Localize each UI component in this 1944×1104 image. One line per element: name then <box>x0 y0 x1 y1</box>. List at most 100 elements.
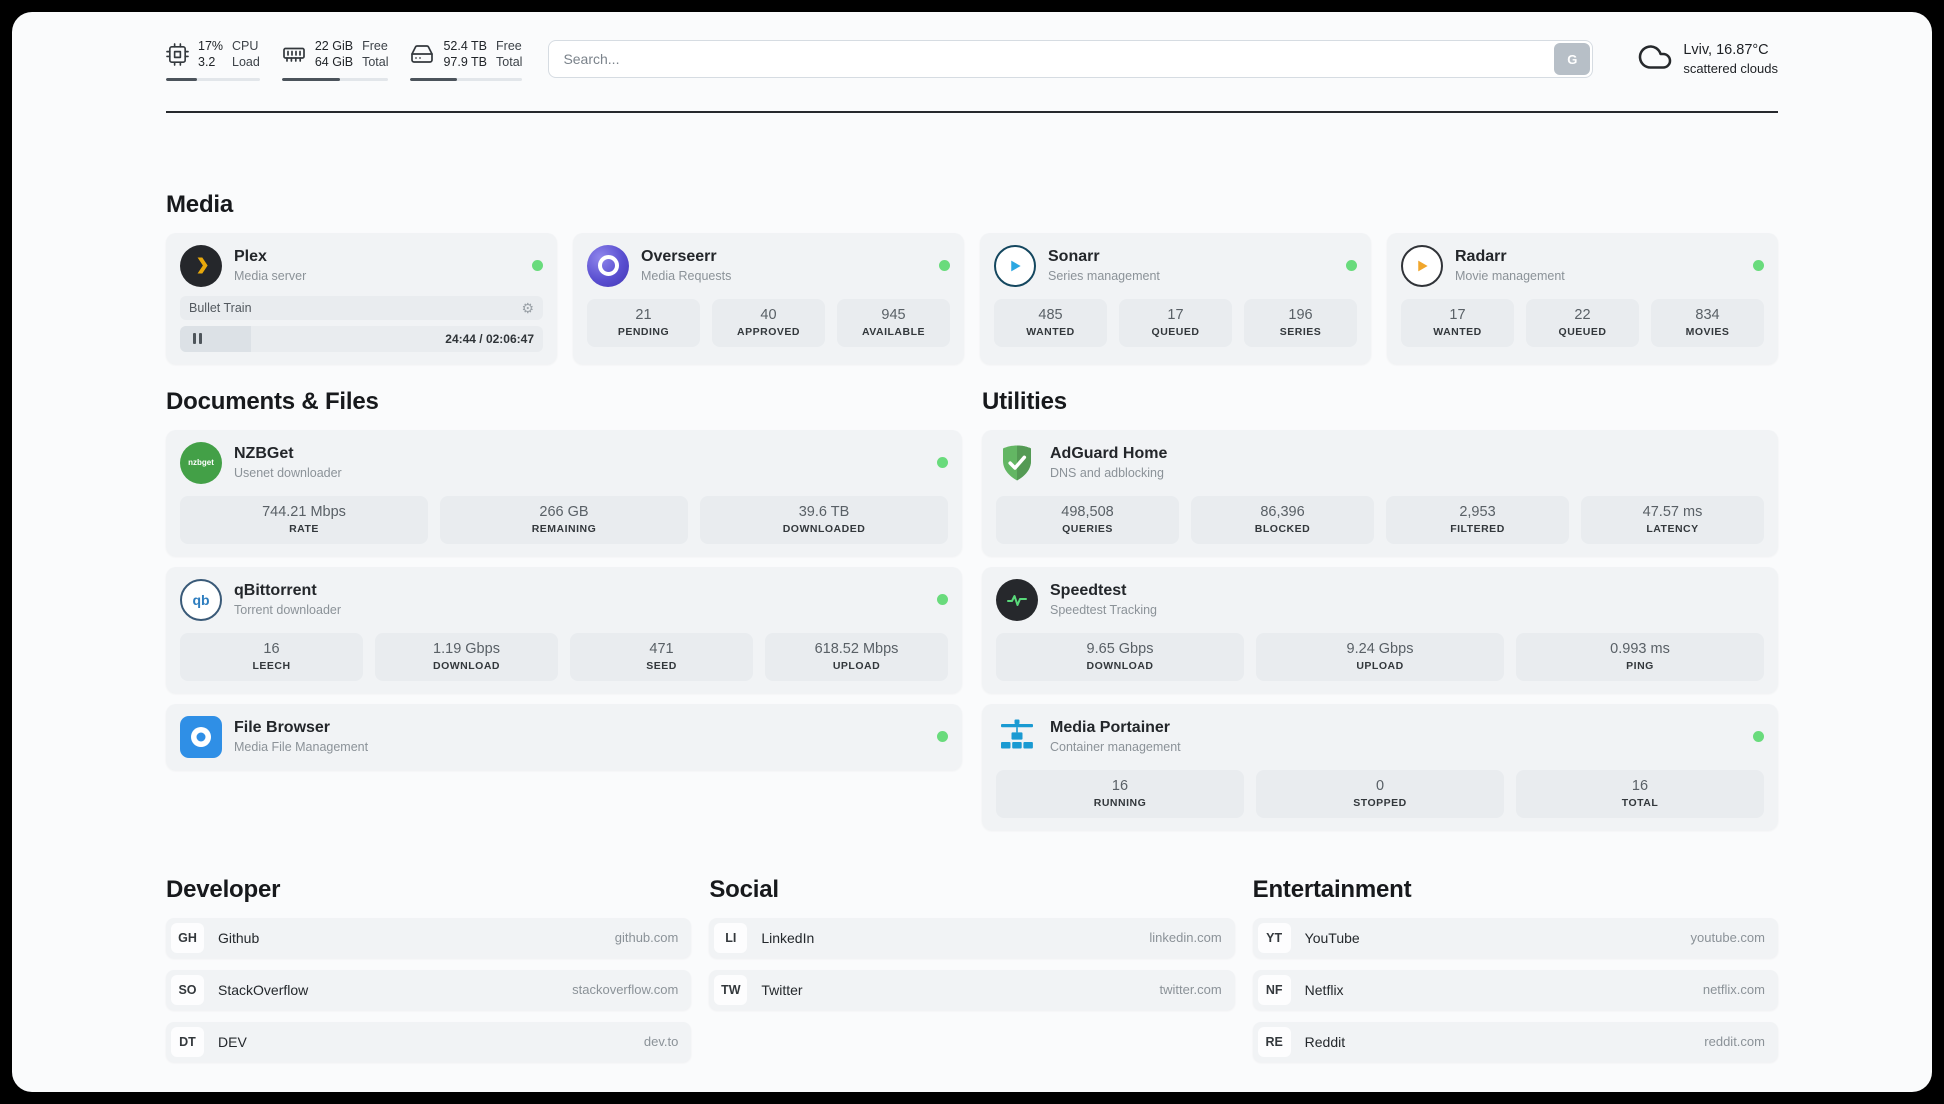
service-card-sonarr[interactable]: Sonarr Series management 485 WANTED 17 QUE… <box>980 232 1371 364</box>
stat-label: AVAILABLE <box>861 325 926 338</box>
status-indicator <box>937 594 948 605</box>
bookmark-youtube[interactable]: YT YouTube youtube.com <box>1252 917 1778 958</box>
service-card-qbittorrent[interactable]: qb qBittorrent Torrent downloader 16 LEEC… <box>166 566 962 693</box>
now-playing-title: Bullet Train <box>189 300 252 315</box>
bookmark-abbr: DT <box>171 1026 204 1057</box>
stat-value: 618.52 Mbps <box>814 640 899 657</box>
memory-free-value: 22 GiB <box>314 39 354 53</box>
bookmark-domain: reddit.com <box>1704 1034 1765 1049</box>
cpu-progress-fill <box>166 77 197 81</box>
stat-value: 16 <box>1111 777 1129 794</box>
bookmark-reddit[interactable]: RE Reddit reddit.com <box>1252 1021 1778 1062</box>
service-subtitle: DNS and adblocking <box>1050 466 1164 480</box>
service-name: Plex <box>234 248 267 265</box>
bookmark-dev[interactable]: DT DEV dev.to <box>166 1021 692 1062</box>
disk-free-value: 52.4 TB <box>443 39 488 53</box>
service-card-plex[interactable]: Plex Media server Bullet Train ⚙ 24:44 /… <box>166 232 557 364</box>
stat-box: 17 WANTED <box>1401 298 1514 347</box>
stat-label: FILTERED <box>1450 522 1505 535</box>
nzbget-icon-text: nzbget <box>188 458 214 467</box>
bookmark-name: DEV <box>218 1033 247 1050</box>
bookmark-name: LinkedIn <box>761 929 815 946</box>
filebrowser-icon <box>180 715 222 758</box>
service-name: Overseerr <box>641 248 717 265</box>
stat-label: DOWNLOADED <box>782 522 866 535</box>
section-social: Social LI LinkedIn linkedin.com TW Twitt… <box>709 876 1235 1010</box>
memory-progress-fill <box>281 77 341 81</box>
disk-free-label: Free <box>496 39 522 53</box>
service-card-portainer[interactable]: Media Portainer Container management 16 R… <box>982 703 1778 830</box>
bookmark-domain: youtube.com <box>1690 930 1765 945</box>
bookmark-columns: Developer GH Github github.com SO StackO… <box>166 876 1778 1062</box>
stat-box: 9.24 Gbps UPLOAD <box>1256 632 1504 681</box>
bookmark-abbr: LI <box>714 922 748 953</box>
stat-label: SEED <box>646 659 677 672</box>
status-indicator <box>1753 731 1764 742</box>
system-widgets: 17% 3.2 CPU Load 22 GiB <box>166 38 523 81</box>
stat-value: 498,508 <box>1061 503 1114 520</box>
disk-widget: 52.4 TB 97.9 TB Free Total <box>410 38 523 81</box>
service-name: Media Portainer <box>1050 719 1171 736</box>
qbittorrent-stats: 16 LEECH 1.19 Gbps DOWNLOAD 471 SEED 618.52… <box>180 632 948 681</box>
dashboard-page: 17% 3.2 CPU Load 22 GiB <box>12 12 1932 1092</box>
service-name: Radarr <box>1455 248 1507 265</box>
service-card-nzbget[interactable]: nzbget NZBGet Usenet downloader 744.21 M… <box>166 429 962 556</box>
stat-value: 47.57 ms <box>1642 503 1703 520</box>
bookmark-twitter[interactable]: TW Twitter twitter.com <box>709 969 1235 1010</box>
bookmark-netflix[interactable]: NF Netflix netflix.com <box>1252 969 1778 1010</box>
cpu-widget: 17% 3.2 CPU Load <box>166 38 260 81</box>
bookmark-domain: dev.to <box>643 1034 679 1049</box>
search-provider-button[interactable]: G <box>1554 43 1591 76</box>
bookmark-github[interactable]: GH Github github.com <box>166 917 692 958</box>
playback-progress-fill <box>180 325 251 352</box>
service-subtitle: Speedtest Tracking <box>1050 603 1158 617</box>
pause-button[interactable] <box>189 329 206 348</box>
service-subtitle: Usenet downloader <box>234 466 342 480</box>
section-title-developer: Developer <box>166 875 281 903</box>
memory-total-value: 64 GiB <box>314 55 354 70</box>
stat-box: 21 PENDING <box>587 298 700 347</box>
service-card-radarr[interactable]: Radarr Movie management 17 WANTED 22 QUEUE… <box>1387 232 1778 364</box>
bookmark-stackoverflow[interactable]: SO StackOverflow stackoverflow.com <box>166 969 692 1010</box>
service-card-filebrowser[interactable]: File Browser Media File Management <box>166 703 962 770</box>
memory-progress-bar <box>281 77 389 81</box>
memory-total-label: Total <box>362 55 389 70</box>
bookmark-domain: stackoverflow.com <box>572 982 679 997</box>
stat-box: 196 SERIES <box>1244 298 1357 347</box>
stat-value: 86,396 <box>1260 503 1305 520</box>
middle-columns: Documents & Files nzbget NZBGet Usenet d… <box>166 388 1778 830</box>
stat-box: 17 QUEUED <box>1119 298 1232 347</box>
service-card-speedtest[interactable]: Speedtest Speedtest Tracking 9.65 Gbps DO… <box>982 566 1778 693</box>
section-title-entertainment: Entertainment <box>1252 875 1412 903</box>
stat-value: 21 <box>635 306 652 323</box>
header-divider <box>166 110 1778 113</box>
memory-free-label: Free <box>362 39 388 53</box>
bookmark-linkedin[interactable]: LI LinkedIn linkedin.com <box>709 917 1235 958</box>
radarr-icon <box>1401 244 1443 287</box>
sonarr-stats: 485 WANTED 17 QUEUED 196 SERIES <box>994 298 1357 347</box>
bookmark-name: StackOverflow <box>218 981 309 998</box>
stat-value: 9.24 Gbps <box>1346 640 1414 657</box>
cloud-icon <box>1637 39 1673 80</box>
stat-label: UPLOAD <box>832 659 881 672</box>
search-input[interactable] <box>551 51 1555 68</box>
bookmark-abbr: GH <box>171 922 204 953</box>
gear-icon[interactable]: ⚙ <box>521 299 534 316</box>
stat-box: 40 APPROVED <box>712 298 825 347</box>
cpu-load-label: Load <box>232 55 260 70</box>
qbittorrent-icon-text: qb <box>192 591 210 608</box>
service-card-overseerr[interactable]: Overseerr Media Requests 21 PENDING 40 APP… <box>573 232 964 364</box>
service-card-adguard[interactable]: AdGuard Home DNS and adblocking 498,508 Q… <box>982 429 1778 556</box>
stat-label: DOWNLOAD <box>433 659 500 672</box>
stat-label: STOPPED <box>1353 796 1407 809</box>
nzbget-icon: nzbget <box>180 441 222 484</box>
bookmark-domain: netflix.com <box>1702 982 1765 997</box>
stat-value: 0 <box>1375 777 1385 794</box>
playback-progress-bar[interactable]: 24:44 / 02:06:47 <box>180 325 543 352</box>
bookmark-name: Github <box>218 929 260 946</box>
stat-label: QUEUED <box>1558 325 1607 338</box>
stat-value: 40 <box>760 306 777 323</box>
stat-label: REMAINING <box>531 522 597 535</box>
service-subtitle: Media File Management <box>234 740 369 754</box>
stat-box: 22 QUEUED <box>1526 298 1639 347</box>
